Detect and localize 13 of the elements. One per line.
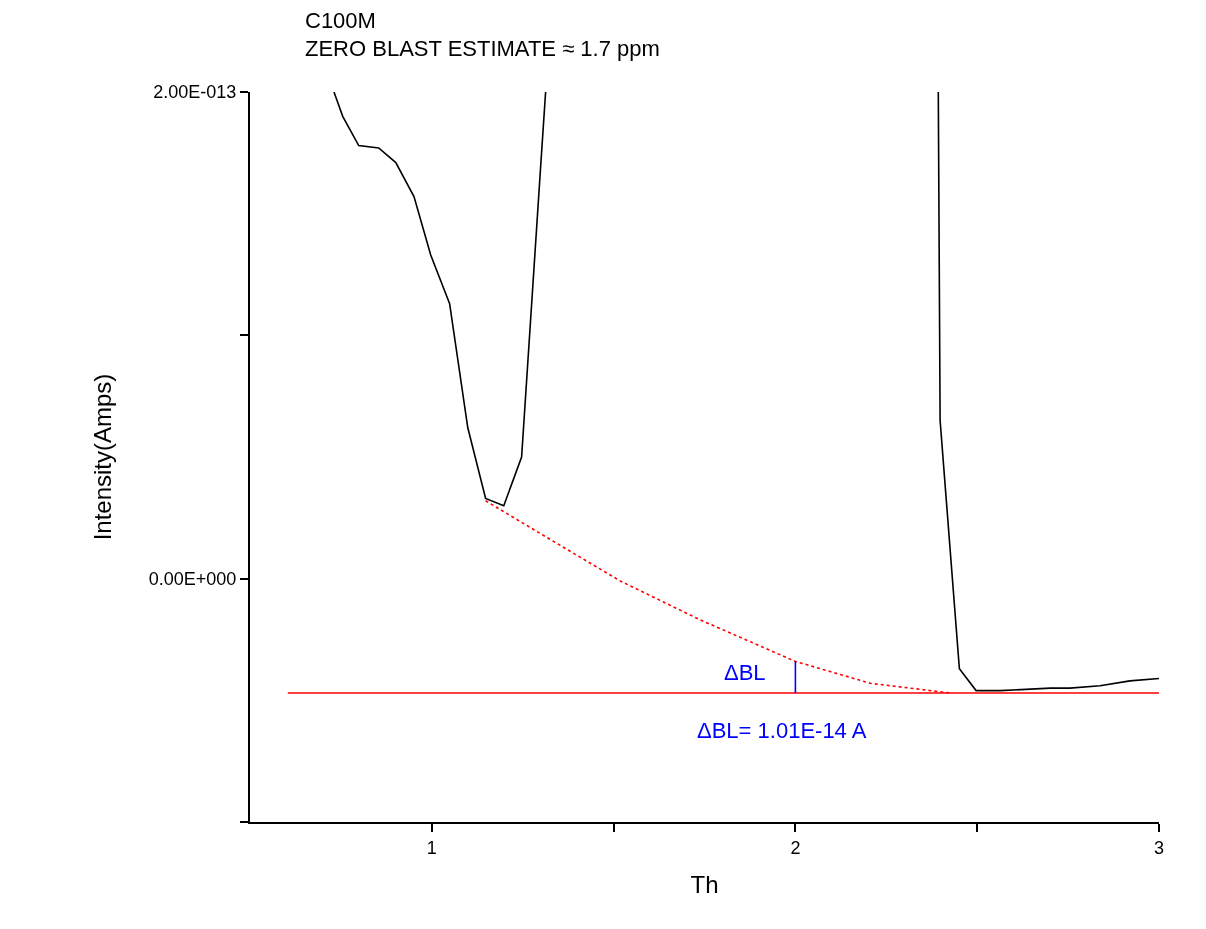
x-tick-label: 1 bbox=[426, 837, 437, 858]
annotation: ΔBL= 1.01E-14 A bbox=[697, 718, 867, 743]
line-series bbox=[937, 92, 1159, 692]
line-series bbox=[333, 92, 547, 507]
x-tick-label: 3 bbox=[1153, 837, 1165, 858]
y-axis-title: Intensity(Amps) bbox=[89, 373, 117, 541]
x-tick-label: 2 bbox=[790, 837, 801, 858]
y-tick-label: 2.00E-013 bbox=[153, 82, 237, 103]
annotation: ΔBL bbox=[724, 660, 766, 685]
x-axis-title: Th bbox=[690, 871, 719, 899]
y-tick-label: 0.00E+000 bbox=[148, 568, 237, 589]
chart-title: C100M bbox=[305, 7, 376, 33]
chart-subtitle: ZERO BLAST ESTIMATE ≈ 1.7 ppm bbox=[305, 36, 660, 62]
